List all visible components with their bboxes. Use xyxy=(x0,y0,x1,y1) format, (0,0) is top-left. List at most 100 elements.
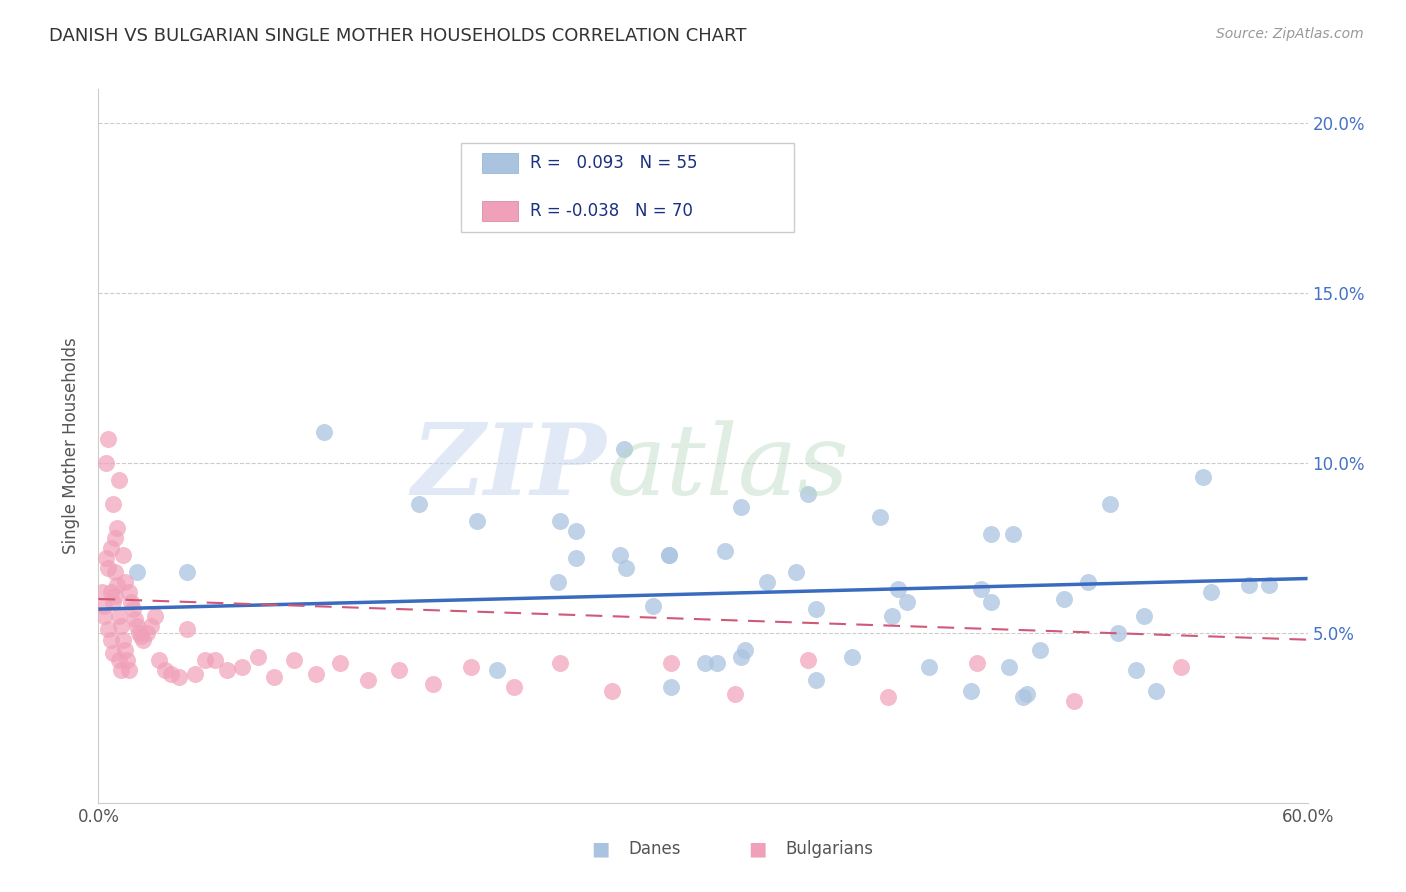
Point xyxy=(96,551,118,566)
Point xyxy=(659,657,682,671)
Point xyxy=(100,585,122,599)
Point xyxy=(103,565,125,579)
Point xyxy=(107,473,129,487)
Point xyxy=(388,663,411,677)
Point xyxy=(111,548,134,562)
Point xyxy=(103,531,125,545)
Point xyxy=(120,595,142,609)
Point xyxy=(724,687,747,701)
Point xyxy=(97,432,120,446)
Point xyxy=(118,663,141,677)
Point xyxy=(132,632,155,647)
Point xyxy=(91,585,114,599)
Point xyxy=(616,561,638,575)
Point xyxy=(114,643,136,657)
Text: R =   0.093   N = 55: R = 0.093 N = 55 xyxy=(530,154,697,172)
Point xyxy=(658,548,681,562)
Point xyxy=(121,602,143,616)
Point xyxy=(804,673,827,688)
Text: Source: ZipAtlas.com: Source: ZipAtlas.com xyxy=(1216,27,1364,41)
Point xyxy=(1199,585,1222,599)
FancyBboxPatch shape xyxy=(461,143,793,232)
Point xyxy=(115,653,138,667)
Point xyxy=(1053,591,1076,606)
Point xyxy=(797,653,820,667)
Point xyxy=(1133,608,1156,623)
Point xyxy=(1077,574,1099,589)
Point xyxy=(918,660,941,674)
Point xyxy=(565,524,588,538)
Point xyxy=(167,670,190,684)
Point xyxy=(734,643,756,657)
Point xyxy=(730,649,752,664)
Point xyxy=(124,612,146,626)
Text: ■: ■ xyxy=(748,839,766,859)
Text: Bulgarians: Bulgarians xyxy=(785,840,873,858)
Point xyxy=(97,561,120,575)
Point xyxy=(125,619,148,633)
Point xyxy=(613,146,636,161)
Point xyxy=(96,456,118,470)
Point xyxy=(1002,527,1025,541)
Point xyxy=(148,653,170,667)
Point xyxy=(314,425,336,440)
Point xyxy=(93,608,115,623)
Point xyxy=(460,660,482,674)
Point xyxy=(204,653,226,667)
Point xyxy=(357,673,380,688)
Point xyxy=(1107,626,1129,640)
Point xyxy=(217,663,239,677)
Text: ZIP: ZIP xyxy=(412,419,606,516)
Point xyxy=(714,544,737,558)
FancyBboxPatch shape xyxy=(482,202,517,221)
Point xyxy=(111,632,134,647)
Point xyxy=(887,582,910,596)
FancyBboxPatch shape xyxy=(482,153,517,173)
Point xyxy=(1258,578,1281,592)
Point xyxy=(548,657,571,671)
Point xyxy=(1146,683,1168,698)
Point xyxy=(329,657,352,671)
Point xyxy=(693,657,716,671)
Point xyxy=(980,527,1002,541)
Text: R = -0.038   N = 70: R = -0.038 N = 70 xyxy=(530,202,693,220)
Point xyxy=(101,646,124,660)
Point xyxy=(960,683,983,698)
Point xyxy=(641,599,664,613)
Point xyxy=(797,486,820,500)
Point xyxy=(565,551,588,566)
Text: atlas: atlas xyxy=(606,420,849,515)
Point xyxy=(841,649,863,664)
Point xyxy=(659,680,682,694)
Point xyxy=(135,626,157,640)
Text: DANISH VS BULGARIAN SINGLE MOTHER HOUSEHOLDS CORRELATION CHART: DANISH VS BULGARIAN SINGLE MOTHER HOUSEH… xyxy=(49,27,747,45)
Point xyxy=(97,623,120,637)
Point xyxy=(194,653,217,667)
Point xyxy=(1191,469,1213,483)
Point xyxy=(105,520,128,534)
Text: Danes: Danes xyxy=(628,840,681,858)
Point xyxy=(609,548,631,562)
Point xyxy=(129,629,152,643)
Point xyxy=(283,653,305,667)
Point xyxy=(246,649,269,664)
Point xyxy=(613,442,636,457)
Point xyxy=(110,663,132,677)
Point xyxy=(785,565,807,579)
Point xyxy=(877,690,900,705)
Point xyxy=(1237,578,1260,592)
Point xyxy=(1099,497,1122,511)
Point xyxy=(896,595,918,609)
Point xyxy=(184,666,207,681)
Point xyxy=(153,663,176,677)
Point xyxy=(143,608,166,623)
Point xyxy=(706,657,728,671)
Point xyxy=(125,565,148,579)
Point xyxy=(980,595,1002,609)
Point xyxy=(548,514,571,528)
Point xyxy=(966,657,988,671)
Point xyxy=(139,619,162,633)
Point xyxy=(1125,663,1147,677)
Point xyxy=(1017,687,1039,701)
Point xyxy=(465,514,488,528)
